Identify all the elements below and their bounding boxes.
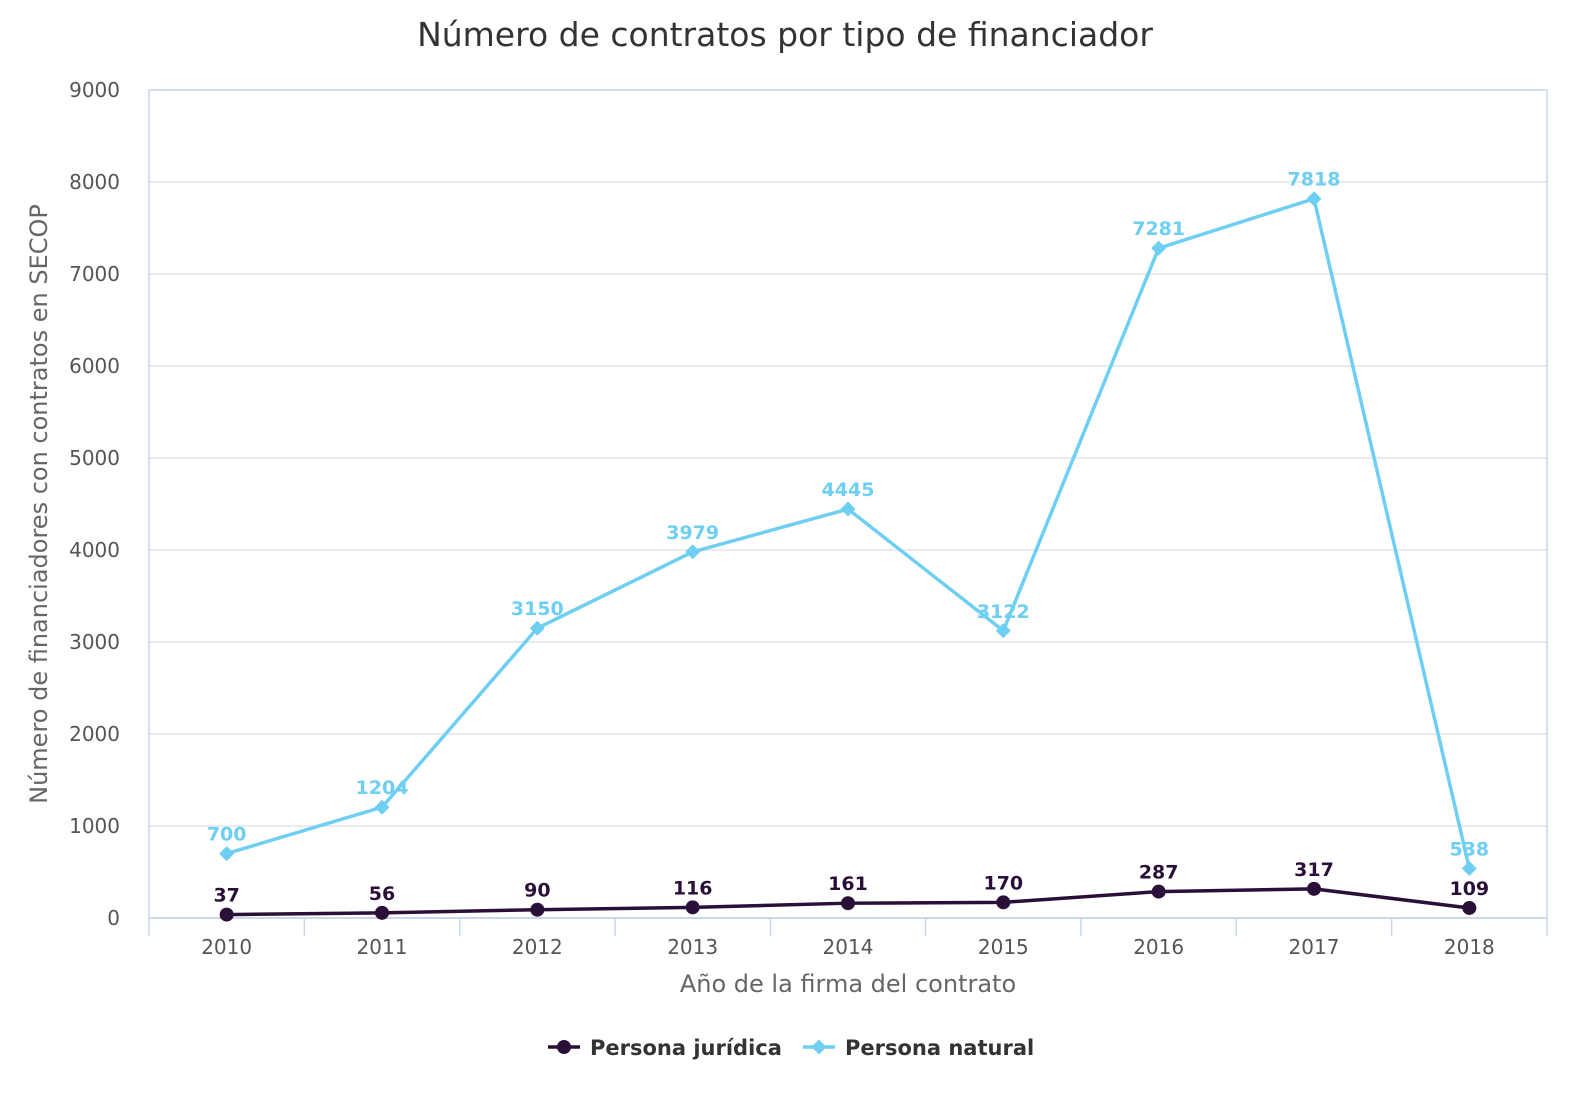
data-label-persona-natural: 7281: [1132, 218, 1185, 240]
data-label-persona-natural: 7818: [1288, 169, 1341, 191]
data-label-persona-natural: 1204: [356, 777, 409, 799]
data-label-persona-juridica: 161: [828, 873, 868, 895]
point-persona-natural: [995, 623, 1011, 639]
y-tick-label: 5000: [69, 446, 120, 470]
series-group: [219, 191, 1477, 922]
x-tick-label: 2016: [1133, 935, 1184, 959]
point-persona-juridica: [1462, 900, 1477, 915]
data-label-persona-juridica: 90: [524, 880, 550, 902]
y-tick-label: 0: [107, 906, 120, 930]
point-persona-natural: [1151, 240, 1167, 256]
point-persona-juridica: [996, 895, 1011, 910]
point-persona-juridica: [219, 907, 234, 922]
data-label-persona-natural: 3150: [511, 598, 564, 620]
data-labels: 37 56 90 116 161 170 287 317 109 700 1204 3150 3979 4…: [207, 169, 1489, 907]
y-tick-label: 8000: [69, 170, 120, 194]
point-persona-natural: [529, 620, 545, 636]
point-persona-natural: [840, 501, 856, 517]
legend-item-persona-juridica[interactable]: Persona jurídica: [548, 1036, 782, 1060]
y-tick-label: 3000: [69, 630, 120, 654]
data-label-persona-juridica: 116: [673, 877, 713, 899]
y-axis: 0 1000 2000 3000 4000 5000 6000 7000 8000 9000: [69, 78, 120, 930]
y-axis-title: Número de financiadores con contratos en…: [25, 204, 53, 804]
x-tick-label: 2012: [512, 935, 563, 959]
x-tick-label: 2010: [201, 935, 252, 959]
legend-item-persona-natural[interactable]: Persona natural: [803, 1036, 1034, 1060]
data-label-persona-juridica: 37: [213, 885, 239, 907]
y-tick-label: 9000: [69, 78, 120, 102]
data-label-persona-natural: 700: [207, 824, 247, 846]
legend-marker: [811, 1039, 827, 1055]
data-label-persona-natural: 4445: [822, 479, 875, 501]
x-axis: 2010 2011 2012 2013 2014 2015 2016 2017 2018: [148, 917, 1548, 959]
y-tick-label: 1000: [69, 814, 120, 838]
x-tick-label: 2018: [1444, 935, 1495, 959]
x-tick-label: 2014: [823, 935, 874, 959]
legend: Persona jurídica Persona natural: [548, 1036, 1034, 1060]
data-label-persona-natural: 3122: [977, 601, 1030, 623]
x-tick-label: 2017: [1289, 935, 1340, 959]
y-tick-label: 6000: [69, 354, 120, 378]
data-label-persona-juridica: 170: [983, 872, 1023, 894]
point-persona-juridica: [1151, 884, 1166, 899]
y-tick-label: 7000: [69, 262, 120, 286]
point-persona-juridica: [530, 902, 545, 917]
data-label-persona-natural: 3979: [666, 522, 719, 544]
y-tick-label: 2000: [69, 722, 120, 746]
legend-marker: [557, 1040, 571, 1054]
point-persona-natural: [374, 799, 390, 815]
legend-label: Persona natural: [845, 1036, 1034, 1060]
point-persona-natural: [219, 846, 235, 862]
data-label-persona-juridica: 287: [1139, 862, 1179, 884]
data-label-persona-juridica: 317: [1294, 859, 1334, 881]
point-persona-juridica: [685, 900, 700, 915]
point-persona-juridica: [375, 905, 389, 920]
point-persona-natural: [1306, 191, 1322, 207]
point-persona-juridica: [1307, 881, 1321, 896]
x-tick-label: 2013: [667, 935, 718, 959]
data-label-persona-natural: 538: [1449, 839, 1489, 861]
chart-title: Número de contratos por tipo de financia…: [417, 15, 1153, 54]
point-persona-natural: [1461, 861, 1477, 877]
series-line-persona-natural: [226, 196, 1472, 869]
point-persona-natural: [685, 544, 701, 560]
data-label-persona-juridica: 56: [369, 883, 395, 905]
y-tick-label: 4000: [69, 538, 120, 562]
data-label-persona-juridica: 109: [1449, 878, 1489, 900]
legend-label: Persona jurídica: [590, 1036, 782, 1060]
x-tick-label: 2011: [357, 935, 408, 959]
x-tick-label: 2015: [978, 935, 1029, 959]
x-axis-title: Año de la firma del contrato: [680, 970, 1016, 998]
point-persona-juridica: [841, 896, 855, 911]
